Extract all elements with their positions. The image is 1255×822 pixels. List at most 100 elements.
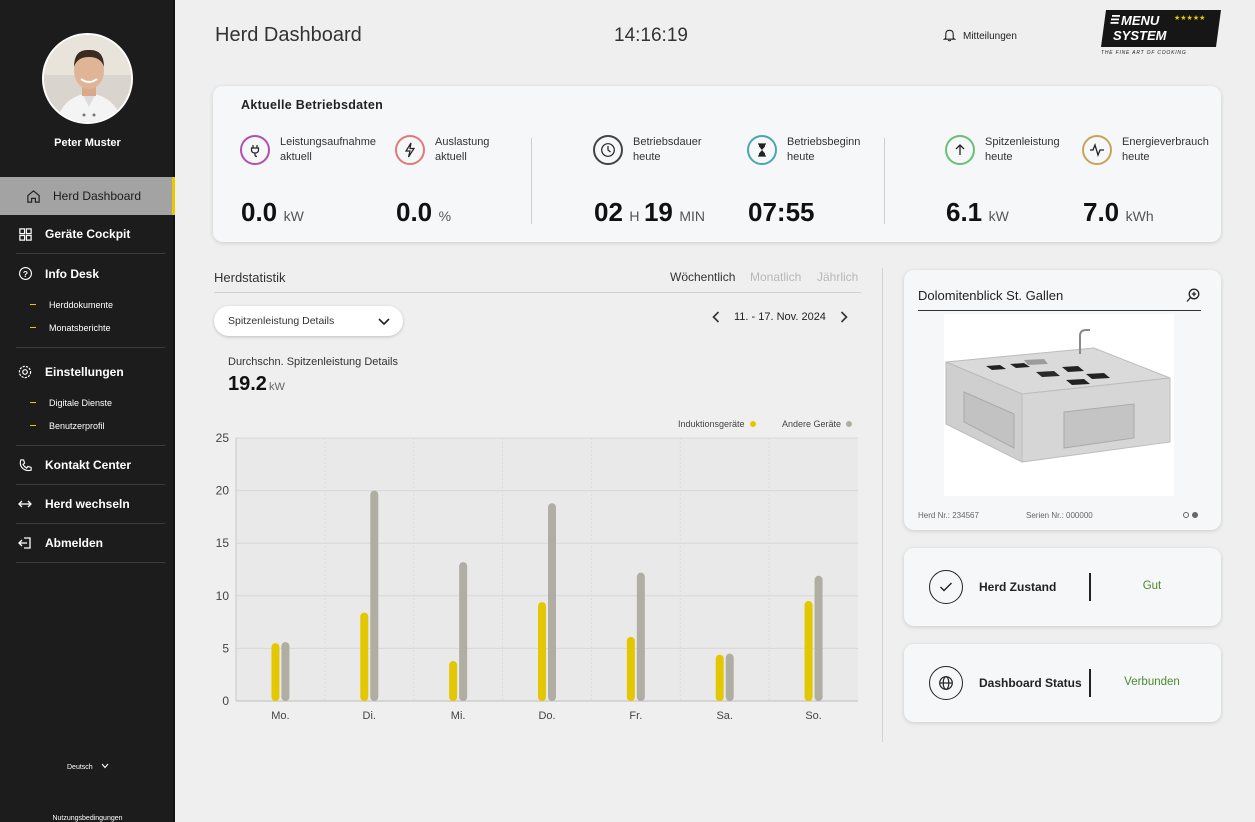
clock-icon	[593, 135, 623, 165]
status-value: Verbunden	[1124, 676, 1180, 688]
x-tick-label: Mo.	[271, 710, 289, 722]
divider	[1089, 573, 1091, 601]
menu-system-logo: MENU SYSTEM ★★★★★ THE FINE ART OF COOKIN…	[1100, 9, 1222, 57]
date-range: 11. - 17. Nov. 2024	[712, 311, 848, 323]
logout-icon	[16, 534, 34, 552]
metric-dropdown[interactable]: Spitzenleistung Details	[214, 306, 403, 336]
sidebar-item-einstellungen[interactable]: Einstellungen	[16, 352, 165, 391]
arrow-up-icon	[945, 135, 975, 165]
terms-link[interactable]: Nutzungsbedingungen	[52, 815, 123, 822]
tab-monatlich[interactable]: Monatlich	[750, 270, 802, 284]
sidebar-item-label: Geräte Cockpit	[45, 227, 131, 241]
x-tick-label: So.	[805, 710, 822, 722]
x-tick-label: Fr.	[629, 710, 642, 722]
tab-jaehrlich[interactable]: Jährlich	[817, 270, 859, 284]
carousel-dots[interactable]	[1183, 512, 1198, 518]
language-label: Deutsch	[67, 763, 93, 771]
svg-text:★★★★★: ★★★★★	[1174, 14, 1205, 22]
user-name: Peter Muster	[54, 137, 121, 149]
bar-induktion	[271, 643, 280, 701]
device-image[interactable]	[944, 314, 1174, 496]
divider	[1089, 669, 1091, 697]
svg-text:?: ?	[22, 269, 27, 279]
legend-dot	[749, 421, 756, 427]
bar-induktion	[360, 612, 369, 701]
bar-induktion	[449, 661, 458, 701]
sidebar-subitem-benutzerprofil[interactable]: Benutzerprofil	[16, 414, 165, 437]
notifications-button[interactable]: Mitteilungen	[942, 28, 1017, 45]
sidebar-subitem-digitale-dienste[interactable]: Digitale Dienste	[16, 391, 165, 414]
bar-andere	[725, 653, 734, 701]
sidebar-group-info-desk: ? Info Desk Herddokumente Monatsberichte	[16, 254, 165, 348]
svg-text:SYSTEM: SYSTEM	[1113, 28, 1168, 43]
x-tick-label: Sa.	[716, 710, 733, 722]
bell-icon	[942, 28, 957, 45]
y-tick-label: 0	[222, 694, 229, 708]
status-card-dashboard-status: Dashboard Status Verbunden	[904, 644, 1221, 722]
home-icon	[24, 187, 42, 205]
bar-induktion	[715, 654, 724, 701]
sidebar-item-herd-dashboard[interactable]: Herd Dashboard	[0, 177, 175, 215]
check-icon	[929, 570, 963, 604]
avg-value: 19.2 kW	[228, 373, 285, 395]
sidebar-subitem-herddokumente[interactable]: Herddokumente	[16, 293, 165, 316]
swap-arrows-icon	[16, 495, 34, 513]
sidebar-item-herd-wechseln[interactable]: Herd wechseln	[16, 485, 165, 524]
divider	[884, 138, 885, 224]
chevron-down-icon	[377, 314, 391, 331]
legend-andere: Andere Geräte	[782, 419, 853, 429]
notifications-label: Mitteilungen	[963, 31, 1017, 42]
stats-title: Herdstatistik	[214, 270, 286, 285]
chevron-down-icon	[101, 763, 109, 771]
sidebar-item-kontakt-center[interactable]: Kontakt Center	[16, 446, 165, 485]
sidebar-item-geraete-cockpit[interactable]: Geräte Cockpit	[16, 215, 165, 254]
sidebar-nav: Herd Dashboard Geräte Cockpit ? Info Des…	[0, 177, 175, 563]
avatar[interactable]	[42, 33, 133, 124]
plug-icon	[240, 135, 270, 165]
status-card-herd-zustand: Herd Zustand Gut	[904, 548, 1221, 626]
divider	[531, 138, 532, 224]
device-card: Dolomitenblick St. Gallen Herd Nr.: 2345…	[904, 270, 1221, 530]
legend-dot	[846, 421, 853, 427]
svg-text:THE FINE ART OF COOKING: THE FINE ART OF COOKING	[1101, 50, 1187, 56]
status-value: Gut	[1142, 580, 1162, 592]
herd-number: Herd Nr.: 234567	[918, 511, 979, 520]
svg-text:MENU: MENU	[1121, 13, 1160, 28]
divider	[214, 292, 861, 293]
sidebar-item-label: Einstellungen	[45, 364, 124, 379]
x-tick-label: Di.	[363, 710, 376, 722]
bar-andere	[636, 572, 645, 701]
bar-induktion	[538, 602, 546, 701]
carousel-dot-active[interactable]	[1192, 512, 1198, 518]
bar-andere	[370, 490, 379, 701]
dropdown-value: Spitzenleistung Details	[228, 315, 335, 327]
status-label: Dashboard Status	[979, 676, 1082, 690]
y-tick-label: 20	[216, 484, 230, 498]
legend-induktion: Induktionsgeräte	[678, 419, 756, 429]
sidebar-item-abmelden[interactable]: Abmelden	[16, 524, 165, 563]
carousel-dot[interactable]	[1183, 512, 1189, 518]
bar-andere	[459, 562, 468, 701]
phone-icon	[16, 456, 34, 474]
operations-title: Aktuelle Betriebsdaten	[241, 98, 384, 112]
bar-andere	[548, 503, 556, 701]
prev-week-button[interactable]	[712, 311, 720, 323]
date-range-label: 11. - 17. Nov. 2024	[734, 311, 826, 323]
sidebar-item-label: Abmelden	[45, 536, 104, 550]
page-title: Herd Dashboard	[215, 24, 362, 46]
pulse-icon	[1082, 135, 1112, 165]
avg-label: Durchschn. Spitzenleistung Details	[228, 356, 398, 368]
device-name: Dolomitenblick St. Gallen	[918, 288, 1064, 303]
status-label: Herd Zustand	[979, 580, 1057, 594]
next-week-button[interactable]	[840, 311, 848, 323]
x-tick-label: Mi.	[451, 710, 466, 722]
grid-icon	[16, 225, 34, 243]
gear-icon	[16, 363, 34, 381]
tab-woechentlich[interactable]: Wöchentlich	[670, 270, 736, 284]
language-select[interactable]: Deutsch	[67, 763, 109, 771]
sidebar-item-label: Kontakt Center	[45, 458, 132, 472]
sidebar-item-info-desk[interactable]: ? Info Desk	[16, 254, 165, 293]
sidebar-subitem-monatsberichte[interactable]: Monatsberichte	[16, 316, 165, 339]
y-tick-label: 15	[216, 536, 230, 550]
zoom-in-icon[interactable]	[1186, 288, 1201, 308]
